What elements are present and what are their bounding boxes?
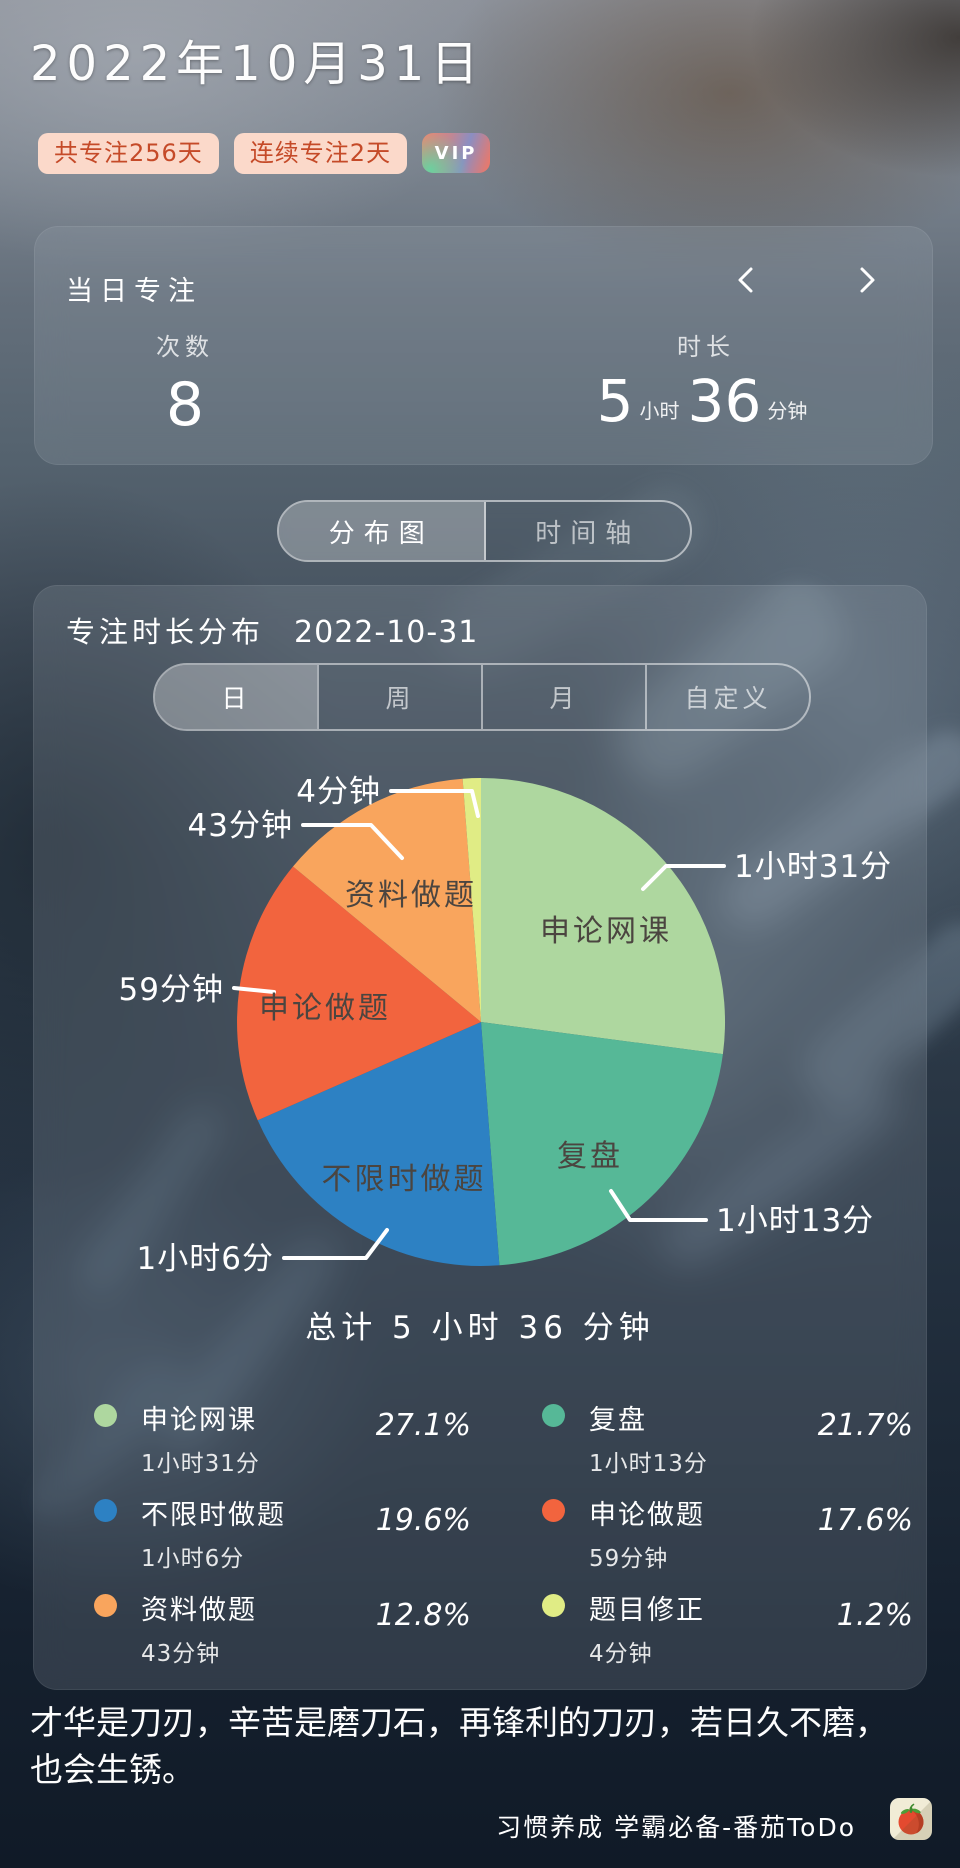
chart-card-header: 专注时长分布 2022-10-31 <box>66 609 478 651</box>
tomato-icon <box>898 1803 924 1835</box>
tab-range-custom[interactable]: 自定义 <box>645 665 809 729</box>
chart-card-title: 专注时长分布 <box>66 615 265 649</box>
motivational-quote: 才华是刀刃，辛苦是磨刀石，再锋利的刀刃，若日久不磨，也会生锈。 <box>30 1703 888 1789</box>
tab-timeline[interactable]: 时间轴 <box>535 518 641 549</box>
legend-item: 资料做题 43分钟 12.8% <box>86 1582 471 1677</box>
legend-duration: 1小时6分 <box>141 1546 245 1572</box>
daily-focus-card: 当日专注 次数 8 时长 5 小时 36 分钟 <box>34 226 933 465</box>
legend-color-dot <box>94 1499 117 1522</box>
view-mode-tabs: 分布图 时间轴 <box>277 500 692 562</box>
legend-color-dot <box>542 1404 565 1427</box>
legend-percent: 27.1% <box>375 1408 471 1443</box>
pie-legend: 申论网课 1小时31分 27.1% 复盘 1小时13分 21.7% 不限时做题 1小时6分 19… <box>86 1392 913 1677</box>
tomato-app-icon <box>890 1798 932 1840</box>
streak-days-badge: 连续专注2天 <box>233 133 408 174</box>
app-slogan: 习惯养成 学霸必备-番茄ToDo <box>496 1813 856 1842</box>
legend-task-name: 不限时做题 <box>141 1500 286 1531</box>
date-navigation <box>734 265 879 295</box>
count-label: 次数 <box>156 333 214 361</box>
vip-badge[interactable]: VIP <box>422 133 491 174</box>
legend-duration: 4分钟 <box>589 1641 653 1667</box>
daily-card-title: 当日专注 <box>66 276 202 307</box>
focus-distribution-card: 专注时长分布 2022-10-31 日 周 月 自定义 总计 5 小时 36 分… <box>33 585 927 1690</box>
total-duration-line: 总计 5 小时 36 分钟 <box>305 1310 655 1346</box>
duration-value: 5 小时 36 分钟 <box>556 372 856 430</box>
total-focus-days-badge: 共专注256天 <box>38 133 219 174</box>
tab-range-day[interactable]: 日 <box>155 665 317 729</box>
chevron-left-icon[interactable] <box>734 265 758 295</box>
legend-task-name: 复盘 <box>589 1405 647 1436</box>
legend-task-name: 申论网课 <box>141 1405 257 1436</box>
legend-color-dot <box>542 1594 565 1617</box>
focus-count-stat: 次数 8 <box>105 327 265 437</box>
legend-task-name: 申论做题 <box>589 1500 705 1531</box>
duration-label: 时长 <box>677 333 735 361</box>
legend-duration: 1小时13分 <box>589 1451 708 1477</box>
legend-task-name: 题目修正 <box>589 1595 705 1626</box>
badge-row: 共专注256天 连续专注2天 VIP <box>38 133 491 174</box>
chart-card-date: 2022-10-31 <box>294 615 479 650</box>
legend-percent: 1.2% <box>836 1598 913 1633</box>
range-tabs: 日 周 月 自定义 <box>153 663 811 731</box>
legend-item: 复盘 1小时13分 21.7% <box>534 1392 913 1487</box>
legend-percent: 17.6% <box>817 1503 913 1538</box>
legend-color-dot <box>542 1499 565 1522</box>
legend-percent: 21.7% <box>817 1408 913 1443</box>
tab-range-month[interactable]: 月 <box>481 665 645 729</box>
chevron-right-icon[interactable] <box>855 265 879 295</box>
focus-duration-stat: 时长 5 小时 36 分钟 <box>556 327 856 430</box>
hours-unit: 小时 <box>639 399 680 423</box>
legend-item: 题目修正 4分钟 1.2% <box>534 1582 913 1677</box>
legend-item: 申论网课 1小时31分 27.1% <box>86 1392 471 1487</box>
legend-color-dot <box>94 1404 117 1427</box>
tab-range-week[interactable]: 周 <box>317 665 481 729</box>
legend-task-name: 资料做题 <box>141 1595 257 1626</box>
legend-duration: 1小时31分 <box>141 1451 260 1477</box>
vip-badge-label: VIP <box>434 142 478 164</box>
legend-duration: 43分钟 <box>141 1641 221 1667</box>
legend-color-dot <box>94 1594 117 1617</box>
legend-item: 申论做题 59分钟 17.6% <box>534 1487 913 1582</box>
tab-distribution-chart[interactable]: 分布图 <box>279 502 486 560</box>
count-value: 8 <box>165 370 205 440</box>
legend-item: 不限时做题 1小时6分 19.6% <box>86 1487 471 1582</box>
duration-hours: 5 <box>596 367 634 435</box>
page-title-date: 2022年10月31日 <box>30 36 485 92</box>
legend-duration: 59分钟 <box>589 1546 669 1572</box>
legend-percent: 19.6% <box>375 1503 471 1538</box>
minutes-unit: 分钟 <box>767 399 808 423</box>
legend-percent: 12.8% <box>375 1598 471 1633</box>
duration-minutes: 36 <box>687 367 762 435</box>
